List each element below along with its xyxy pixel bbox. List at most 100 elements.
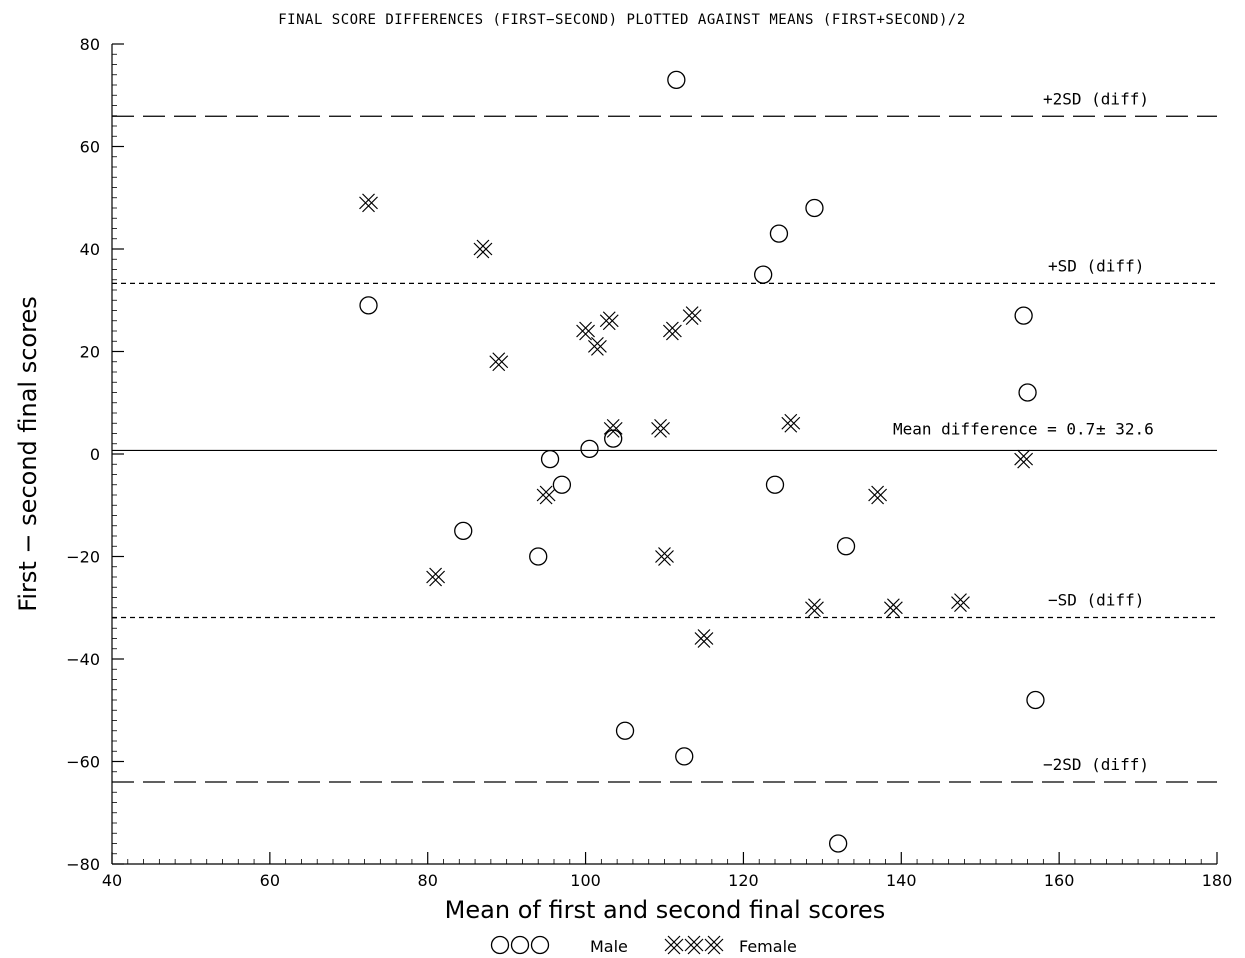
data-points [359, 70, 1045, 853]
y-axis-label: First − second final scores [14, 296, 42, 611]
male-data-point [529, 547, 548, 566]
x-marker-stroke [868, 485, 888, 505]
male-data-point [540, 449, 560, 469]
legend-male-label: Male [590, 937, 628, 956]
female-data-point [655, 547, 674, 566]
x-marker-stroke [651, 418, 670, 438]
male-data-point [836, 537, 856, 556]
legend-female-label: Female [739, 937, 797, 956]
x-tick-label: 80 [418, 871, 438, 890]
x-marker-stroke [489, 352, 509, 372]
reference-line-label: −2SD (diff) [1043, 755, 1149, 774]
reference-lines: +2SD (diff) +SD (diff) Mean difference = 0… [112, 89, 1217, 783]
y-tick-label: 0 [90, 445, 100, 464]
male-data-point [454, 521, 473, 541]
x-marker-stroke [682, 306, 702, 326]
y-tick-label: −60 [66, 753, 100, 772]
legend-male-marker [530, 935, 550, 955]
female-data-point [359, 193, 378, 213]
female-data-point [805, 598, 824, 618]
female-data-point [426, 567, 446, 587]
y-tick-label: 60 [80, 138, 100, 157]
reference-line-label: +SD (diff) [1048, 256, 1144, 275]
y-tick-label: 80 [80, 35, 100, 54]
x-marker-stroke [694, 629, 714, 648]
x-tick-label: 140 [886, 871, 917, 890]
x-marker-stroke [473, 239, 493, 259]
y-tick-label: −20 [66, 548, 100, 567]
male-data-point [828, 834, 848, 853]
male-data-point [667, 70, 686, 90]
x-marker-stroke [359, 193, 378, 213]
x-marker-stroke [664, 935, 684, 955]
mean-difference-sd-label: ± 32.6 [1096, 419, 1154, 438]
female-data-point [951, 593, 970, 613]
x-tick-label: 40 [102, 871, 122, 890]
male-data-point [769, 224, 789, 243]
female-data-point [473, 239, 493, 259]
legend-female-marker [704, 935, 724, 955]
male-data-point [1014, 306, 1033, 325]
male-data-point [580, 439, 599, 459]
x-axis-ticks: 40 60 80 100 120 140 160 180 [102, 852, 1232, 890]
female-data-point [599, 311, 619, 331]
legend-male-marker [510, 935, 530, 955]
male-data-point [359, 296, 378, 315]
x-marker-stroke [576, 321, 595, 341]
reference-line-label: +2SD (diff) [1043, 89, 1149, 108]
plot-area: 40 60 80 100 120 140 160 180 −80 −60 −40 −20 0 20 40 6… [66, 35, 1232, 890]
x-axis-label: Mean of first and second final scores [445, 896, 886, 924]
x-marker-stroke [536, 485, 556, 505]
legend-male-marker [490, 935, 510, 955]
mean-difference-label: Mean difference = 0.7 [893, 419, 1095, 438]
female-data-point [1014, 449, 1034, 469]
female-data-point [868, 485, 888, 505]
female-data-point [781, 413, 801, 433]
female-data-point [682, 306, 702, 326]
male-data-point [1018, 383, 1037, 402]
x-marker-stroke [599, 311, 619, 331]
legend-female-marker [684, 935, 704, 955]
y-tick-label: −40 [66, 650, 100, 669]
x-tick-label: 60 [260, 871, 280, 890]
x-marker-stroke [704, 935, 724, 955]
male-data-point [805, 198, 824, 218]
y-tick-label: 40 [80, 240, 100, 259]
legend-female-marker [664, 935, 684, 955]
female-data-point [883, 598, 903, 618]
male-data-point [675, 747, 694, 766]
chart-title: FINAL SCORE DIFFERENCES (FIRST−SECOND) P… [278, 12, 966, 28]
x-tick-label: 160 [1044, 871, 1075, 890]
female-data-point [536, 485, 556, 505]
legend: Male Female [490, 935, 797, 956]
male-data-point [765, 475, 785, 494]
female-data-point [489, 352, 509, 372]
x-tick-label: 120 [728, 871, 759, 890]
x-marker-stroke [587, 336, 607, 356]
male-data-point [604, 429, 623, 448]
x-marker-stroke [603, 418, 623, 438]
male-data-point [1026, 690, 1045, 710]
male-data-point [552, 475, 572, 494]
female-data-point [651, 418, 670, 438]
y-axis-ticks: −80 −60 −40 −20 0 20 40 60 80 [66, 35, 124, 874]
x-marker-stroke [883, 598, 903, 618]
x-marker-stroke [662, 321, 682, 341]
male-data-point [754, 265, 773, 284]
y-tick-label: −80 [66, 855, 100, 874]
x-marker-stroke [684, 935, 704, 955]
x-marker-stroke [805, 598, 824, 618]
x-marker-stroke [426, 567, 446, 587]
male-data-point [615, 721, 635, 740]
reference-line-label: −SD (diff) [1048, 590, 1144, 609]
female-data-point [694, 629, 714, 648]
female-data-point [587, 336, 607, 356]
y-tick-label: 20 [80, 343, 100, 362]
x-tick-label: 180 [1202, 871, 1233, 890]
x-marker-stroke [655, 547, 674, 566]
x-tick-label: 100 [570, 871, 601, 890]
x-marker-stroke [781, 413, 801, 433]
female-data-point [662, 321, 682, 341]
x-marker-stroke [1014, 449, 1034, 469]
